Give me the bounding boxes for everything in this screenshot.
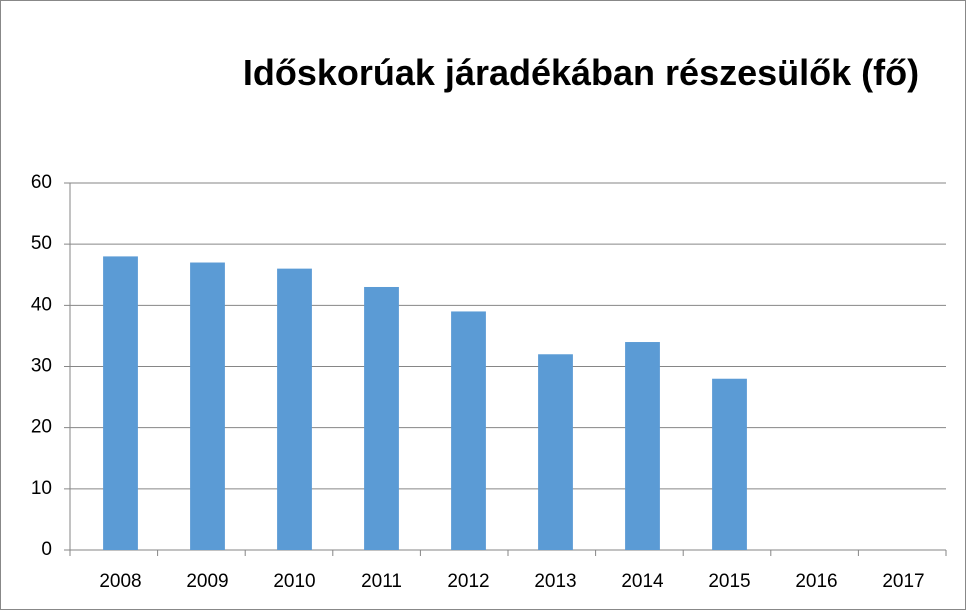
bar	[625, 342, 660, 550]
y-tick-label: 10	[31, 478, 52, 499]
x-tick-label: 2017	[882, 571, 924, 592]
bar	[538, 354, 573, 550]
x-tick-label: 2013	[534, 571, 576, 592]
y-tick-label: 20	[31, 417, 52, 438]
x-tick-label: 2009	[186, 571, 228, 592]
x-tick-label: 2016	[795, 571, 837, 592]
bar	[364, 286, 399, 550]
y-tick-label: 0	[41, 539, 52, 560]
chart-title: Időskorúak járadékában részesülők (fő)	[242, 52, 920, 93]
y-tick-label: 40	[31, 294, 52, 315]
x-tick-label: 2011	[361, 571, 402, 592]
bar	[190, 262, 225, 550]
x-tick-label: 2010	[273, 571, 315, 592]
x-tick-label: 2015	[708, 571, 750, 592]
bar	[103, 256, 138, 550]
y-tick-label: 30	[31, 356, 52, 377]
x-tick-label: 2012	[447, 571, 489, 592]
y-tick-label: 50	[31, 233, 52, 254]
y-tick-label: 60	[31, 172, 52, 193]
x-tick-label: 2014	[621, 571, 664, 592]
bar	[712, 378, 747, 550]
bar	[277, 268, 312, 550]
x-tick-label: 2008	[99, 571, 141, 592]
bar	[451, 311, 486, 550]
